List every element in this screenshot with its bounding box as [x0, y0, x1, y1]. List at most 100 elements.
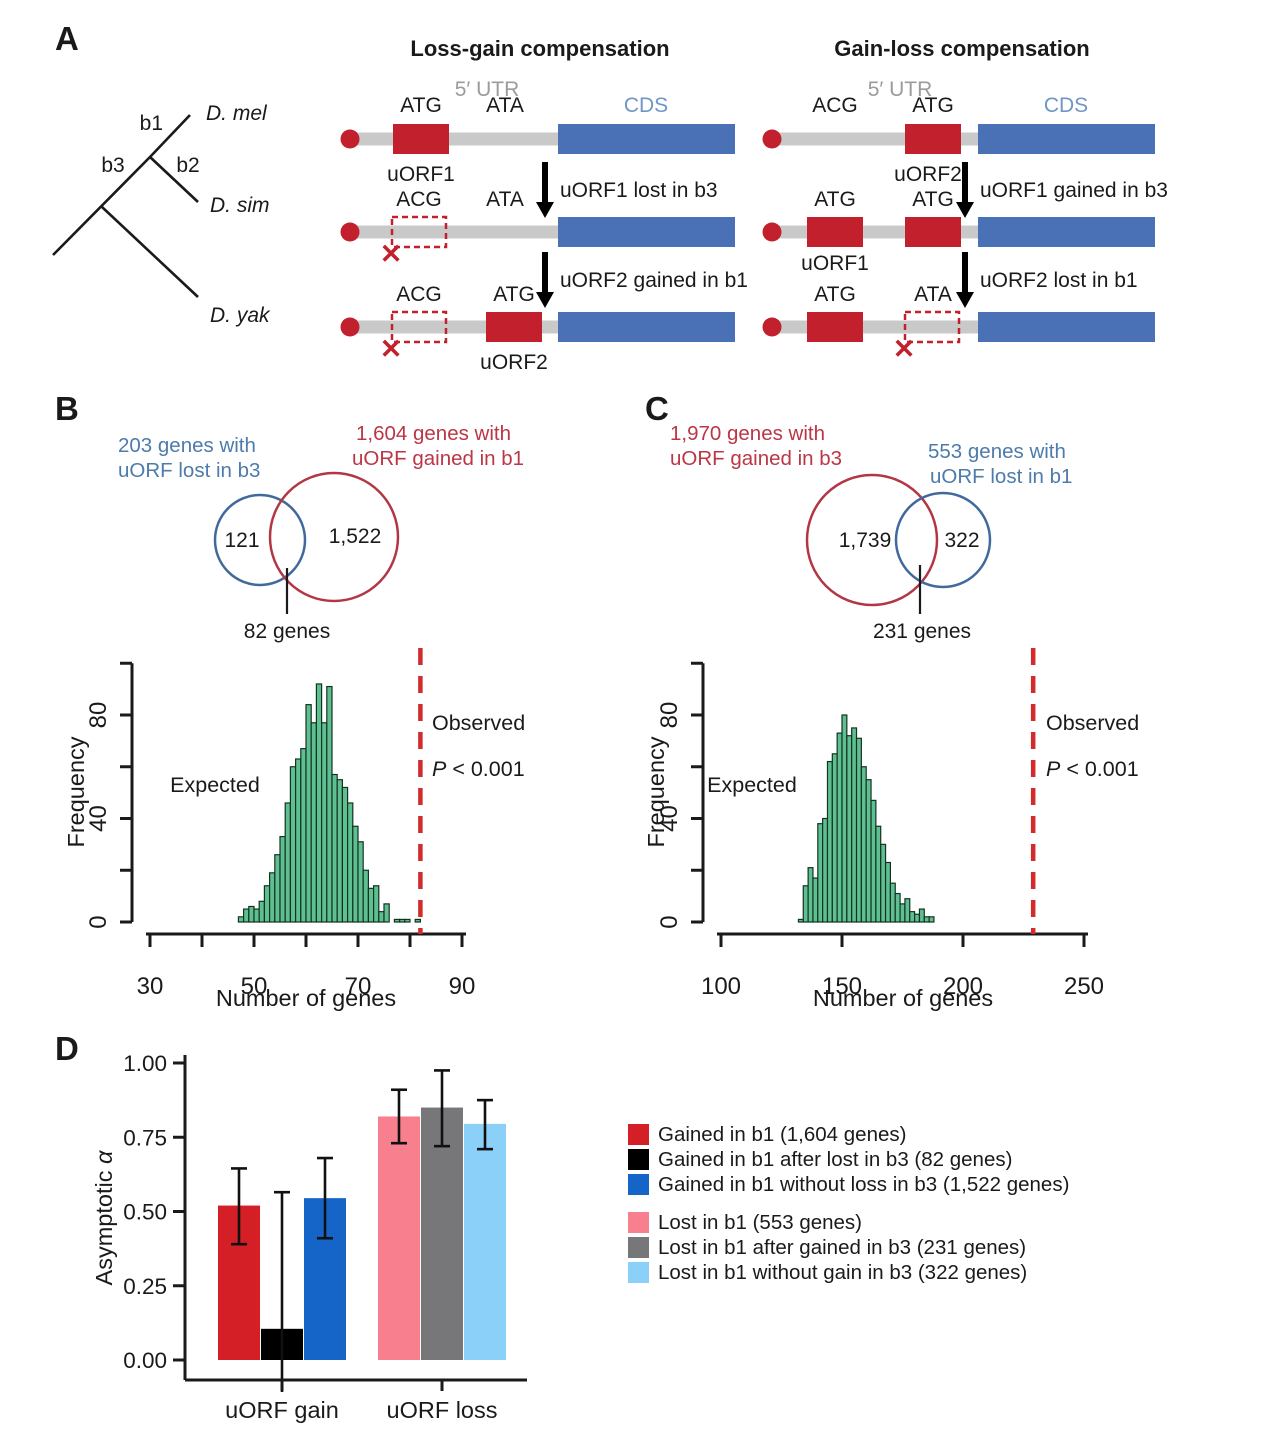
cap-dot: [340, 222, 360, 242]
loss-gain-diagram: Loss-gain compensation 5′ UTR CDS ATG AT…: [340, 36, 748, 374]
y-tick-label: 1.00: [123, 1051, 167, 1076]
y-tick-label: 0.50: [123, 1200, 167, 1225]
y-axis-title: Frequency: [643, 736, 669, 847]
hist-bar: [362, 869, 370, 923]
hist-bar: [807, 867, 814, 923]
y-axis-title: Asymptotic α: [91, 1150, 117, 1285]
x-tick-label: uORF loss: [387, 1397, 498, 1423]
legend-item-label: Gained in b1 without loss in b3 (1,522 g…: [658, 1172, 1070, 1196]
hist-bar: [237, 916, 245, 923]
hist-bar: [889, 882, 896, 923]
legend-item: Gained in b1 without loss in b3 (1,522 g…: [628, 1172, 1069, 1197]
legend-group-gap: [628, 1197, 1069, 1210]
down-arrow-head: [536, 292, 554, 308]
phylogenetic-tree: b1 b3 b2 D. mel D. sim D. yak: [52, 102, 271, 327]
panel-c-label: C: [645, 390, 669, 427]
cap-dot: [762, 222, 782, 242]
cds-box: [558, 217, 735, 247]
cap-dot: [762, 317, 782, 337]
venn-label-blue-line1: 203 genes with: [118, 434, 256, 457]
hist-bar: [797, 918, 804, 923]
x-axis-title: Number of genes: [813, 985, 993, 1011]
x-tick-label: 50: [241, 973, 268, 1000]
lost-uorf-dashed-box: [903, 310, 961, 344]
venn-overlap-count: 82 genes: [244, 620, 330, 643]
uorf2-box: [905, 124, 961, 154]
tree-label-b1: b1: [140, 112, 163, 135]
x-tick-label: 100: [701, 973, 741, 1000]
venn-count-red-only: 1,522: [329, 525, 382, 548]
y-tick-label: 0.75: [123, 1125, 167, 1150]
tree-label-b3: b3: [101, 154, 124, 177]
hist-bar: [378, 911, 385, 923]
hist-bar: [884, 861, 891, 923]
tree-species-dmel: D. mel: [206, 102, 268, 125]
uorf2-label: uORF2: [480, 351, 548, 374]
uorf1-label: uORF1: [387, 163, 455, 186]
cds-box: [978, 312, 1155, 342]
venn-label-blue-line1: 553 genes with: [928, 440, 1066, 463]
y-tick-label: 0.00: [123, 1348, 167, 1373]
hist-bar: [817, 823, 824, 923]
hist-bar: [812, 877, 819, 923]
hist-bar: [248, 905, 255, 923]
venn-circle-lost-b3: [213, 493, 307, 587]
panel-d-label: D: [55, 1030, 79, 1067]
hist-bar: [367, 887, 375, 923]
codon-label: ATG: [400, 94, 442, 117]
x-tick-label: 30: [137, 973, 164, 1000]
x-tick-label: 90: [449, 973, 476, 1000]
hist-bar: [928, 916, 935, 923]
x-tick-label: 250: [1064, 973, 1104, 1000]
hist-bar: [923, 916, 930, 923]
panel-b-venn: 203 genes with uORF lost in b3 1,604 gen…: [118, 422, 524, 643]
hist-bar: [310, 722, 317, 923]
hist-bar: [357, 841, 364, 923]
y-tick-label: 0: [85, 915, 112, 928]
codon-label: ATG: [912, 94, 954, 117]
venn-overlap-count: 231 genes: [873, 620, 971, 643]
lost-uorf-dashed-box: [390, 310, 448, 344]
hist-bar: [315, 683, 323, 923]
hist-bar: [331, 773, 338, 923]
y-tick-label: 0: [656, 915, 683, 928]
uorf2-label: uORF2: [894, 163, 962, 186]
down-arrow-head: [956, 292, 974, 308]
legend-swatch-gained-without-loss: [628, 1174, 649, 1195]
hist-bar: [802, 885, 809, 923]
utr-label: 5′ UTR: [455, 78, 520, 101]
venn-circle-lost-b1: [894, 491, 992, 589]
codon-label: ACG: [812, 94, 858, 117]
hist-bar: [300, 748, 307, 923]
hist-bar: [305, 704, 312, 923]
codon-label: ATA: [486, 94, 524, 117]
venn-label-blue-line2: uORF lost in b3: [118, 459, 260, 482]
uorf1-box: [807, 217, 863, 247]
codon-label: ACG: [396, 188, 442, 211]
utr-label: 5′ UTR: [868, 78, 933, 101]
codon-label: ATG: [814, 283, 856, 306]
bar: [464, 1123, 506, 1360]
hist-bar: [846, 735, 853, 923]
panel-d-legend: Gained in b1 (1,604 genes) Gained in b1 …: [628, 1122, 1069, 1285]
venn-label-blue-line2: uORF lost in b1: [930, 465, 1072, 488]
codon-label: ATG: [493, 283, 535, 306]
legend-swatch-lost-without-gain: [628, 1262, 649, 1283]
hist-bar: [373, 885, 380, 923]
hist-bar: [295, 758, 302, 923]
legend-swatch-lost-b1: [628, 1212, 649, 1233]
x-tick-label: 150: [822, 973, 862, 1000]
venn-label-red-line2: uORF gained in b3: [670, 447, 842, 470]
arrow-label: uORF2 lost in b1: [980, 269, 1138, 292]
uorf1-box: [393, 124, 449, 154]
tree-species-dsim: D. sim: [210, 194, 270, 217]
loss-gain-title: Loss-gain compensation: [410, 36, 669, 61]
lost-uorf-x-icon: ✕: [380, 334, 403, 364]
hist-bar: [393, 918, 401, 923]
gain-loss-title: Gain-loss compensation: [834, 36, 1090, 61]
p-value-label: P < 0.001: [432, 757, 525, 781]
observed-label: Observed: [432, 711, 525, 735]
y-axis-title: Frequency: [63, 736, 89, 847]
uorf2-box: [905, 217, 961, 247]
